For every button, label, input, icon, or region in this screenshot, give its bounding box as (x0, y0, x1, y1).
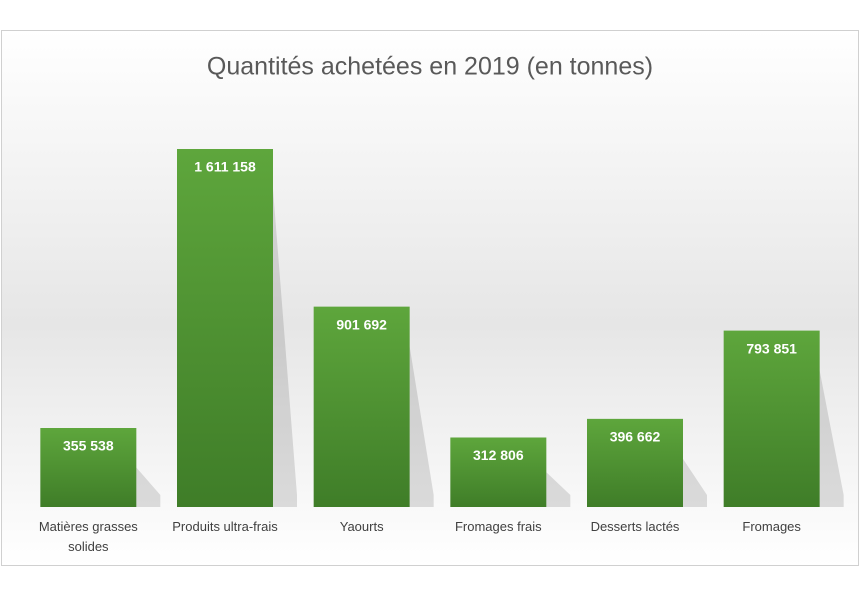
x-tick-label: Fromages (742, 519, 801, 534)
chart-frame (1, 30, 859, 566)
data-label: 793 851 (746, 340, 797, 356)
bar-shadow (683, 458, 707, 507)
data-label: 312 806 (473, 447, 524, 463)
data-label: 1 611 158 (194, 159, 256, 175)
bar-shadow (273, 189, 297, 507)
x-tick-label: Matières grasses solides (38, 519, 138, 554)
bar-shadow (409, 346, 434, 507)
bar (177, 149, 273, 507)
x-tick-label: Yaourts (339, 519, 384, 534)
bar (40, 427, 137, 507)
bar-shadow (546, 472, 571, 507)
data-label: 901 692 (336, 316, 387, 332)
bar-shadow (136, 467, 161, 507)
bar (313, 306, 410, 507)
bar (723, 330, 820, 507)
x-tick-label: Fromages frais (454, 519, 542, 534)
bar (450, 437, 547, 507)
chart-title: Quantités achetées en 2019 (en tonnes) (207, 53, 653, 81)
x-tick-label: Desserts lactés (590, 519, 680, 534)
bar-shadow (819, 370, 844, 507)
data-label: 396 662 (610, 429, 661, 445)
x-tick-label: Produits ultra-frais (172, 519, 278, 534)
data-label: 355 538 (63, 438, 114, 454)
bar (587, 418, 683, 507)
